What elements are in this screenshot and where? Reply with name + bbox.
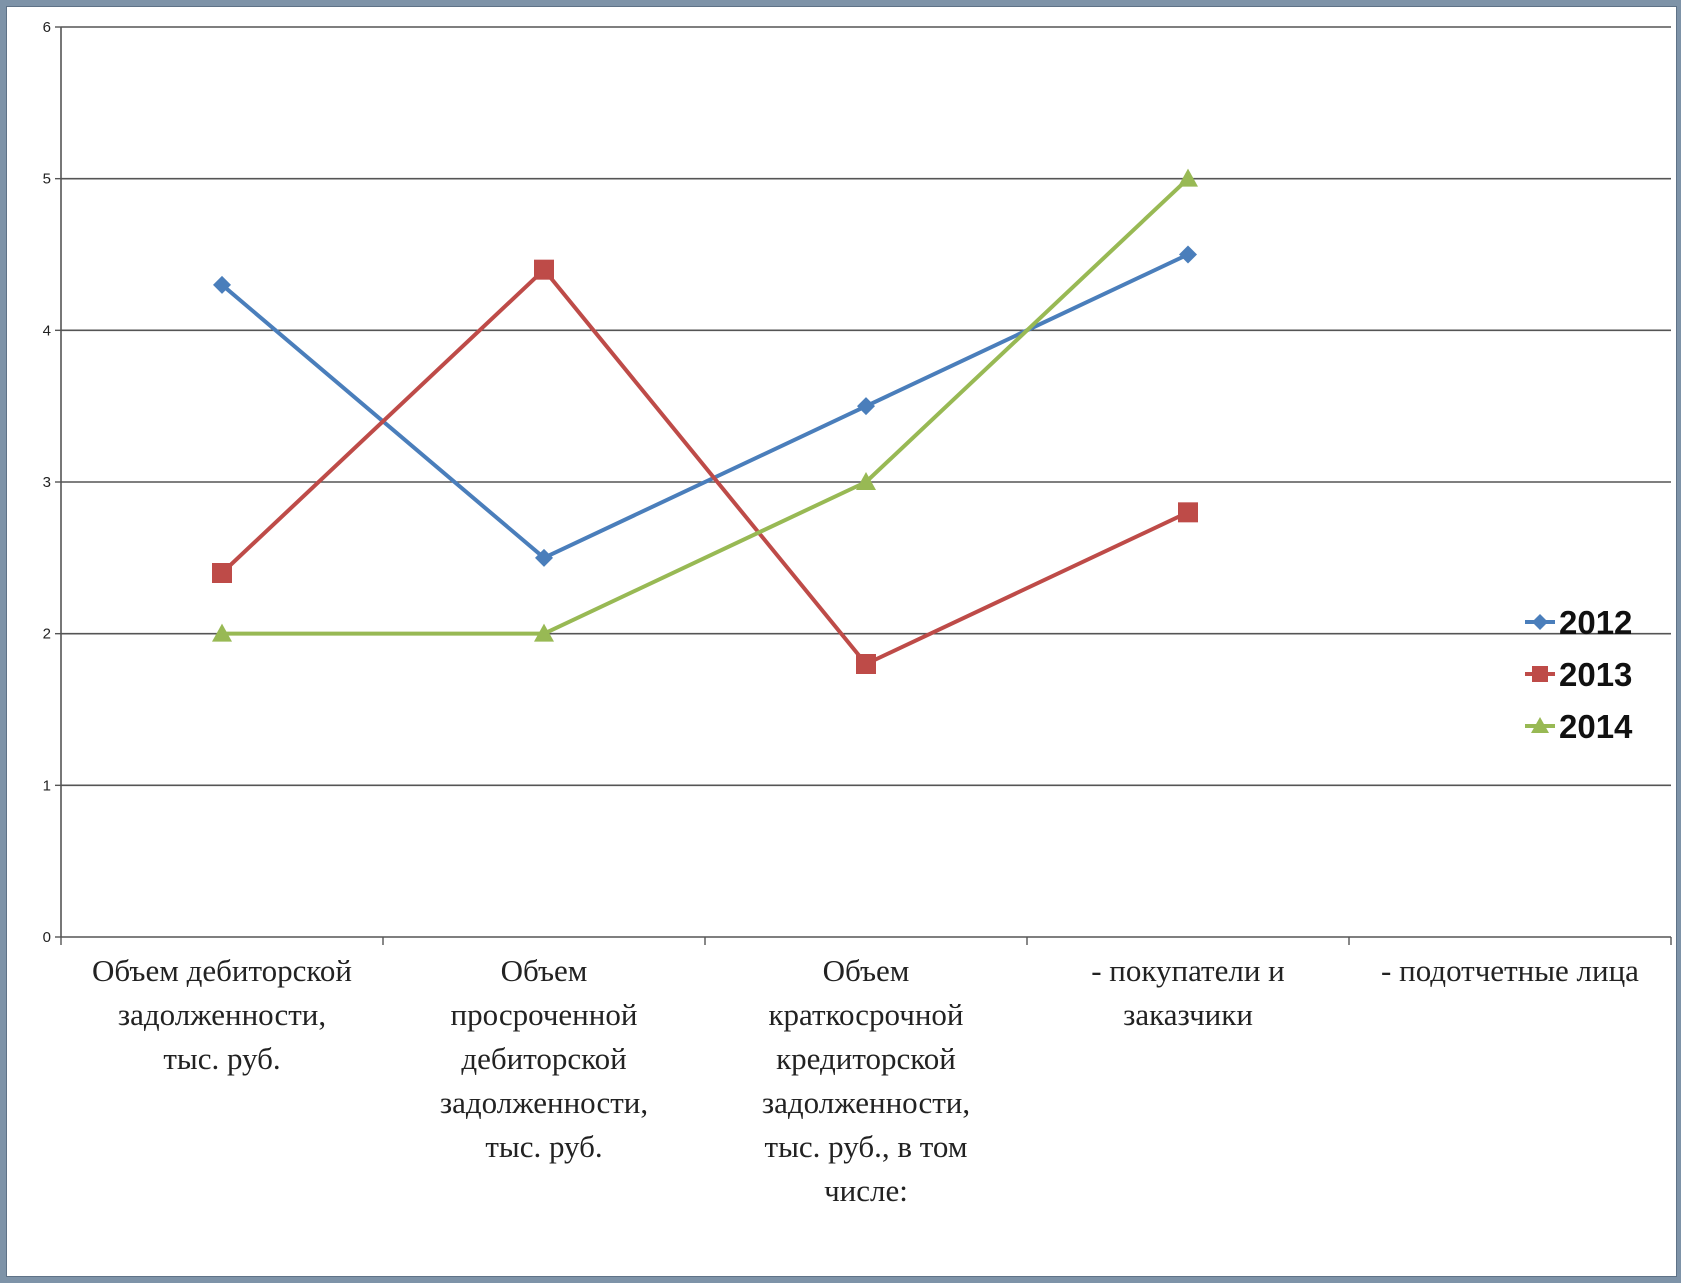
legend-marker: [1532, 666, 1548, 682]
x-category-label: Объем дебиторской задолженности, тыс. руб.: [92, 953, 352, 1076]
y-tick-labels: 0 1 2 3 4 5 6: [43, 19, 51, 946]
x-category-label: Объем просроченной дебиторской задолженност…: [440, 953, 648, 1164]
line-chart: 0 1 2 3 4 5 6 Объем дебиторской задолженности, т…: [43, 19, 1672, 1208]
series-line-2013: [220, 267, 1189, 666]
axes: [55, 26, 1672, 945]
series-line-2012: [220, 252, 1189, 560]
data-point-2012: [857, 397, 875, 416]
data-point-2012: [213, 275, 231, 294]
legend-item-2014: 2014: [1525, 708, 1633, 745]
series-line-2014: [222, 177, 1190, 636]
chart-frame: 0 1 2 3 4 5 6 Объем дебиторской задолженности, т…: [6, 6, 1677, 1277]
y-tick-label: 1: [43, 777, 51, 794]
y-tick-label: 3: [43, 474, 51, 491]
series-2014: [212, 168, 1198, 642]
x-category-label: Объем краткосрочной кредиторской задолженно…: [762, 953, 970, 1208]
legend-marker: [1532, 614, 1548, 630]
data-point-2014: [534, 623, 554, 642]
data-point-2012: [535, 548, 553, 567]
data-point-2014: [212, 623, 232, 642]
legend-marker: [1531, 717, 1549, 733]
y-tick-label: 0: [43, 929, 51, 946]
x-category-label: - подотчетные лица: [1381, 953, 1639, 988]
legend-item-2012: 2012: [1525, 604, 1632, 641]
legend-label: 2013: [1559, 656, 1632, 693]
legend-item-2013: 2013: [1525, 656, 1632, 693]
data-point-2013: [1178, 502, 1198, 523]
data-point-2012: [1179, 245, 1197, 264]
series-2012: [213, 245, 1197, 567]
y-tick-label: 6: [43, 19, 51, 36]
legend-label: 2012: [1559, 604, 1632, 641]
y-tick-label: 2: [43, 626, 51, 643]
data-point-2014: [1178, 168, 1198, 187]
y-tick-label: 4: [43, 322, 51, 339]
series-lines: [212, 168, 1198, 674]
legend-label: 2014: [1559, 708, 1633, 745]
legend: 2012 2013 2014: [1525, 604, 1633, 745]
data-point-2013: [212, 563, 232, 583]
data-point-2014: [856, 472, 876, 490]
series-2013: [212, 259, 1198, 674]
x-category-labels: Объем дебиторской задолженности, тыс. руб.…: [92, 953, 1639, 1208]
x-category-label: - покупатели и заказчики: [1091, 953, 1285, 1032]
data-point-2013: [534, 259, 554, 280]
y-tick-label: 5: [43, 171, 51, 188]
data-point-2013: [856, 654, 876, 674]
